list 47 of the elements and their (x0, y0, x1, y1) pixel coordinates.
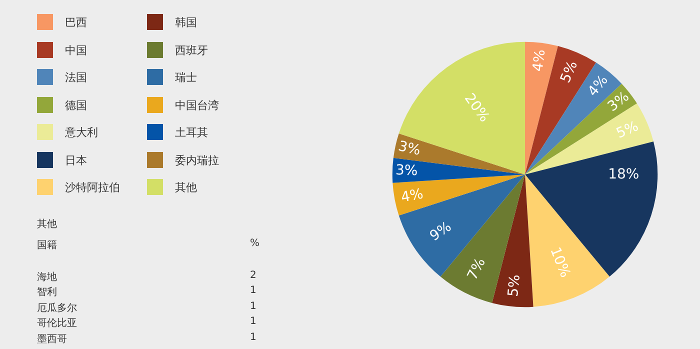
legend-label: 西班牙 (175, 42, 208, 58)
legend-label: 沙特阿拉伯 (65, 180, 120, 195)
legend-label: 德国 (65, 98, 87, 112)
text: 2 (250, 270, 256, 280)
legend-label: 中国 (65, 42, 87, 58)
text: 海地 (37, 270, 57, 284)
text: 国籍 (37, 239, 57, 252)
pie-slice (392, 174, 525, 216)
legend-label: 法国 (65, 70, 87, 85)
pie-slice (398, 42, 525, 174)
legend-label: 韩国 (175, 15, 197, 30)
legend-label: 瑞士 (175, 70, 197, 85)
legend-label: 意大利 (65, 125, 98, 140)
pie-slice (393, 134, 525, 174)
data-label: 10% (546, 245, 574, 280)
legend-label: 土耳其 (175, 125, 208, 140)
data-label: 18% (608, 166, 640, 182)
text: % (250, 238, 260, 249)
pie-slice (525, 142, 658, 277)
pie-slice (492, 174, 534, 308)
pie-slice (525, 174, 610, 307)
text: 1 (250, 332, 256, 342)
data-label: 5% (505, 274, 524, 298)
data-label: 4% (530, 48, 549, 73)
text: 墨西哥 (37, 332, 67, 346)
text: 其他 (37, 218, 57, 231)
data-label: 5% (614, 118, 641, 142)
text: 1 (250, 316, 256, 327)
data-label: 4% (400, 186, 425, 206)
pie-slice (398, 174, 525, 277)
legend-label: 其他 (175, 180, 197, 195)
legend-label: 日本 (65, 152, 87, 168)
text: 哥伦比亚 (37, 316, 77, 330)
data-label: 3% (395, 162, 418, 180)
text: 智利 (37, 286, 57, 299)
text: 1 (250, 285, 256, 296)
pie-slice (392, 158, 525, 183)
data-label: 3% (396, 138, 422, 159)
legend-label: 中国台湾 (175, 98, 219, 112)
legend-label: 巴西 (65, 15, 87, 30)
text: 1 (250, 300, 256, 312)
data-label: 7% (464, 256, 489, 283)
text: 厄瓜多尔 (37, 302, 77, 314)
pie-slice (525, 42, 558, 174)
data-label: 9% (427, 218, 455, 245)
legend-label: 委内瑞拉 (175, 152, 219, 168)
data-label: 5% (558, 58, 582, 86)
